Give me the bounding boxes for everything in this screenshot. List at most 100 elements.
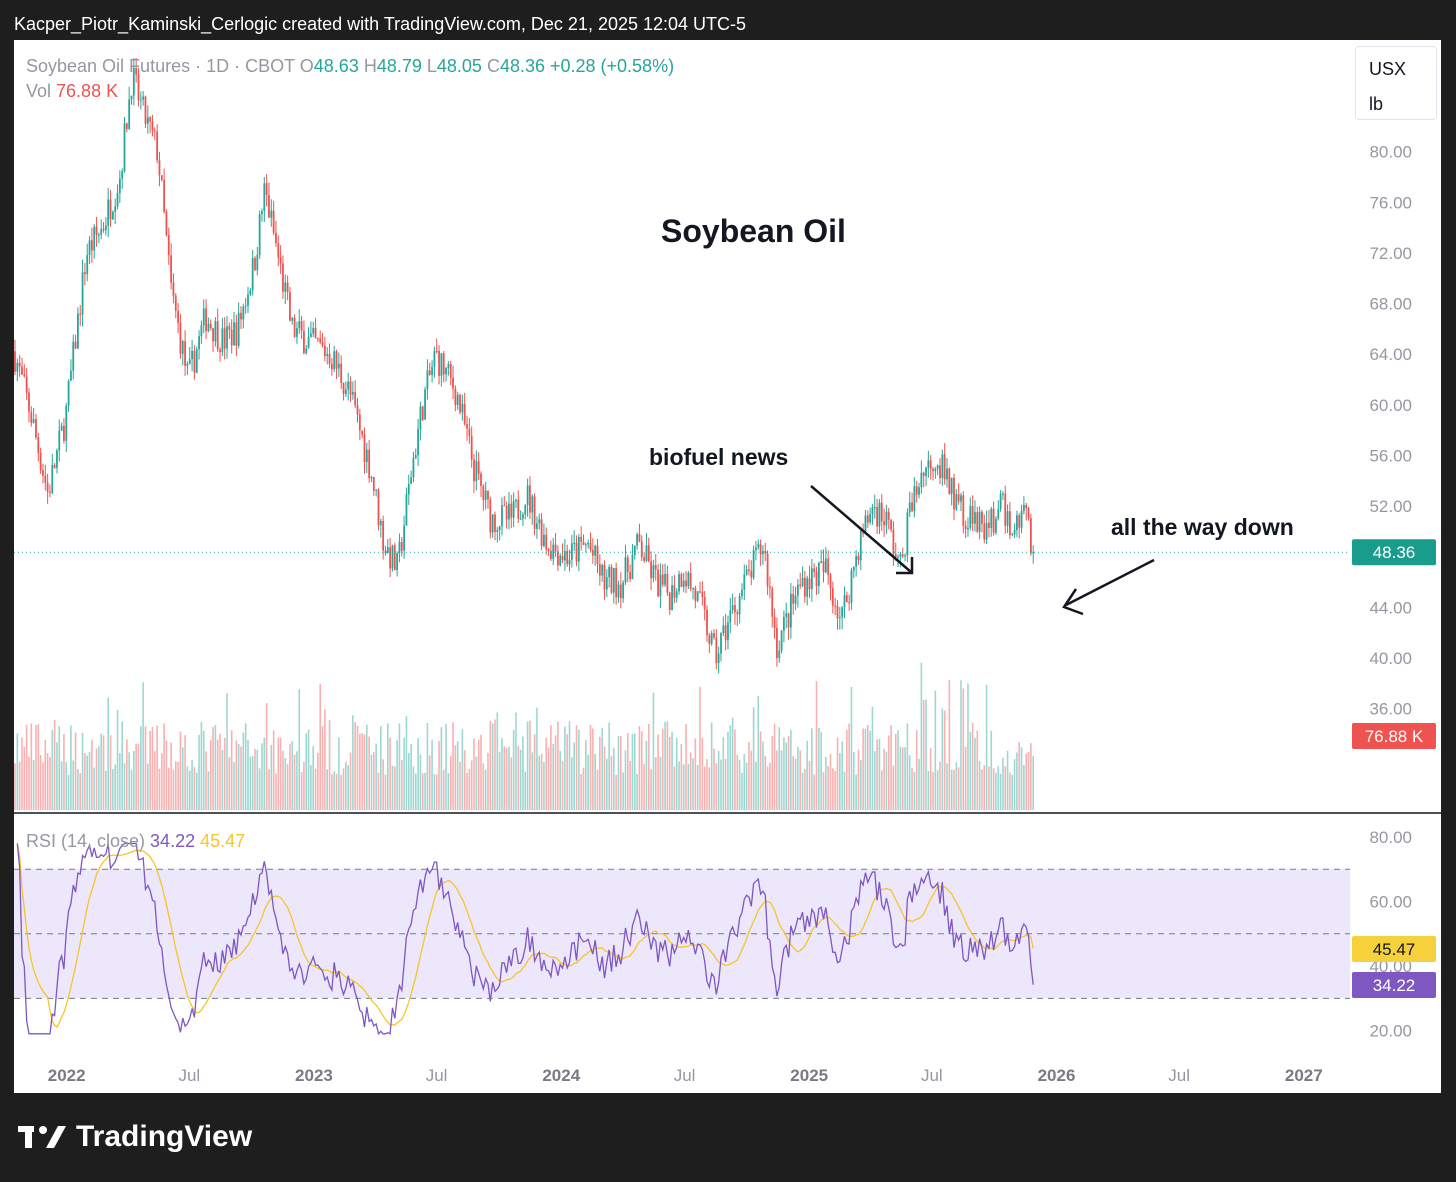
volume-bar (1025, 753, 1028, 810)
volume-bar (405, 716, 408, 810)
candle-body (675, 591, 678, 598)
volume-bar (435, 774, 438, 810)
volume-bar (883, 748, 885, 810)
volume-bar (14, 763, 16, 810)
volume-bar (258, 768, 261, 810)
candle-body (829, 574, 832, 589)
candle-body (144, 96, 147, 124)
volume-bar (484, 769, 487, 810)
candle-body (671, 585, 673, 610)
x-tick-label: Jul (426, 1066, 448, 1085)
volume-bar (424, 772, 426, 810)
candle-body (1022, 504, 1025, 512)
candle-body (277, 243, 280, 258)
candle-body (796, 584, 799, 596)
candle-body (596, 545, 599, 565)
volume-bar (244, 723, 247, 810)
candle-body (298, 321, 301, 329)
volume-bar (887, 735, 890, 810)
volume-bar (1013, 759, 1016, 810)
volume-bar (843, 771, 846, 810)
candle-body (60, 425, 63, 431)
volume-bar (172, 769, 175, 810)
candle-body (873, 506, 876, 508)
volume-bar (727, 731, 729, 810)
volume-bar (755, 761, 757, 810)
volume-bar (706, 758, 708, 810)
candle-body (992, 508, 995, 533)
candle-body (1025, 504, 1028, 509)
candle-body (920, 472, 923, 488)
price-tick-label: 60.00 (1369, 396, 1412, 415)
candle-body (904, 555, 906, 557)
volume-bar (240, 746, 242, 810)
candle-body (953, 477, 955, 510)
unit-lb[interactable]: lb (1369, 94, 1384, 114)
volume-bar (144, 726, 147, 810)
volume-bar (165, 740, 168, 810)
candle-body (84, 272, 86, 275)
volume-bar (174, 761, 177, 810)
candle-body (801, 577, 804, 586)
candle-body (482, 485, 485, 500)
candle-body (393, 545, 396, 571)
volume-bar (643, 764, 645, 810)
volume-bar (633, 733, 636, 810)
candle-body (848, 602, 851, 604)
volume-bar (342, 768, 345, 810)
volume-bar (846, 729, 848, 810)
price-tick-label: 64.00 (1369, 345, 1412, 364)
candle-body (815, 571, 818, 586)
candle-body (857, 555, 860, 561)
rsi-legend: RSI (14, close) 34.22 45.47 (26, 831, 245, 851)
candle-body (661, 574, 664, 585)
unit-usx[interactable]: USX (1369, 59, 1407, 79)
candle-body (978, 511, 981, 532)
candle-body (743, 574, 746, 590)
candle-body (167, 235, 170, 256)
volume-badge (1352, 723, 1436, 749)
volume-bar (659, 756, 662, 810)
candle-body (116, 193, 119, 207)
candle-body (608, 566, 611, 578)
volume-bar (480, 734, 482, 810)
candle-body (249, 290, 252, 295)
volume-bar (331, 774, 333, 810)
volume-bar (396, 740, 398, 810)
chart-svg[interactable]: 84.0080.0076.0072.0068.0064.0060.0056.00… (14, 40, 1441, 1093)
volume-bar (897, 730, 899, 810)
candle-body (279, 257, 282, 264)
candle-body (65, 405, 68, 441)
volume-bar (328, 720, 331, 810)
candle-body (554, 544, 557, 552)
volume-bar (114, 764, 116, 810)
candle-body (489, 499, 492, 533)
candle-body (631, 555, 634, 579)
candle-body (510, 503, 513, 518)
volume-bar (107, 697, 109, 810)
volume-bar (321, 726, 324, 810)
volume-bar (552, 743, 555, 810)
volume-bar (736, 754, 739, 810)
volume-bar (170, 742, 172, 810)
volume-bar (193, 767, 196, 810)
candle-body (170, 255, 173, 283)
rsi-ma-badge-text: 45.47 (1373, 940, 1416, 959)
volume-bar (417, 738, 419, 810)
unit-selector[interactable]: USX lb (1355, 46, 1437, 120)
candle-body (95, 226, 98, 235)
volume-bar (855, 774, 857, 810)
volume-bar (454, 745, 457, 810)
volume-bar (400, 759, 403, 810)
candle-body (547, 549, 550, 551)
candle-body (827, 558, 830, 575)
volume-bar (738, 759, 741, 810)
volume-bar (98, 746, 100, 810)
candle-body (850, 570, 853, 603)
volume-bar (708, 767, 711, 810)
candle-body (587, 542, 590, 545)
candle-body (619, 584, 622, 599)
candle-body (752, 550, 755, 578)
candle-body (244, 305, 247, 307)
candle-body (591, 549, 594, 556)
